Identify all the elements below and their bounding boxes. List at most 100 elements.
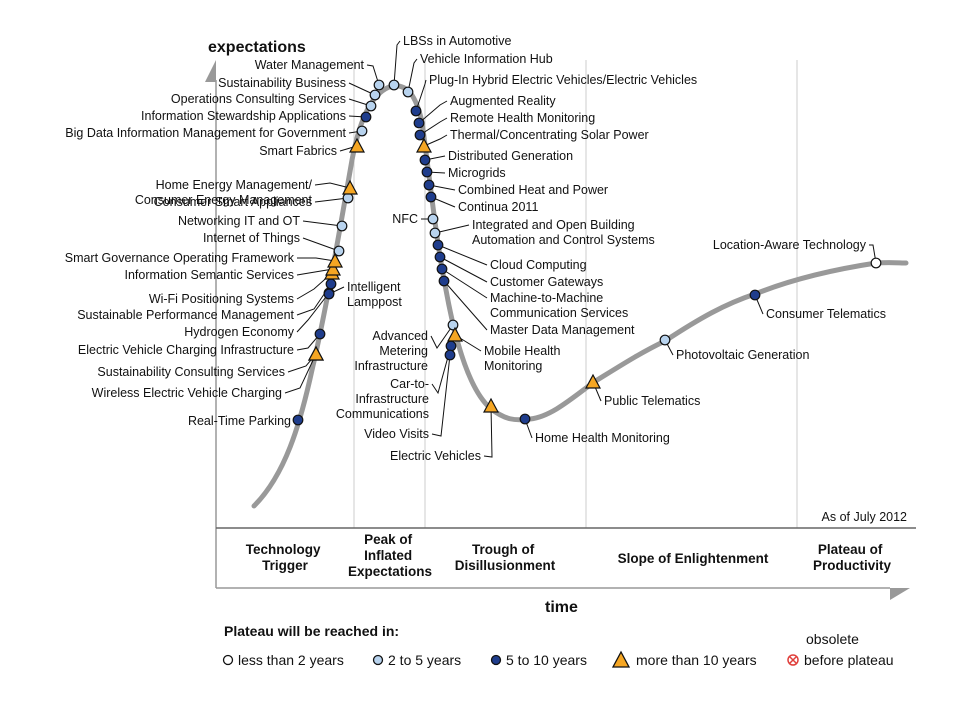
circle-marker-icon xyxy=(402,86,414,98)
tech-master-data-management: Master Data Management xyxy=(438,275,635,337)
tech-label: Thermal/Concentrating Solar Power xyxy=(450,128,649,142)
tech-label: Advanced Metering Infrastructure xyxy=(354,329,428,373)
tech-electric-vehicle-charging-infrastructure: Electric Vehicle Charging Infrastructure xyxy=(78,328,326,357)
tech-label-line: Big Data Information Management for Gove… xyxy=(65,126,346,140)
tech-label-line: Networking IT and OT xyxy=(178,214,300,228)
tech-label: Photovoltaic Generation xyxy=(676,348,809,362)
tech-label: Smart Governance Operating Framework xyxy=(65,251,295,265)
tech-sustainability-consulting-services: Sustainability Consulting Services xyxy=(97,345,325,379)
tech-nfc: NFC xyxy=(392,212,439,226)
tech-label: Video Visits xyxy=(364,427,429,441)
tech-label-line: Sustainable Performance Management xyxy=(77,308,294,322)
tech-label-line: Information Semantic Services xyxy=(124,268,294,282)
tech-electric-vehicles: Electric Vehicles xyxy=(390,397,500,463)
circle-marker-icon xyxy=(870,257,882,269)
circle-marker-icon xyxy=(421,166,433,178)
tech-label: Remote Health Monitoring xyxy=(450,111,595,125)
tech-internet-of-things: Internet of Things xyxy=(203,231,345,257)
circle-marker-icon xyxy=(429,227,441,239)
tech-label: Wireless Electric Vehicle Charging xyxy=(92,386,282,400)
tech-label-line: Sustainability Consulting Services xyxy=(97,365,285,379)
triangle-marker-icon xyxy=(348,137,366,153)
tech-label-line: Consumer Energy Management xyxy=(135,193,313,207)
tech-real-time-parking: Real-Time Parking xyxy=(188,414,304,428)
circle-marker-icon xyxy=(342,192,354,204)
leader-line xyxy=(431,354,451,437)
circle-marker-icon xyxy=(333,245,345,257)
circle-marker-icon xyxy=(419,154,431,166)
y-axis-arrow-icon xyxy=(205,60,216,82)
tech-label: Wi-Fi Positioning Systems xyxy=(149,292,294,306)
leader-line xyxy=(483,405,493,458)
circle-marker-icon xyxy=(292,414,304,426)
tech-label: Sustainable Performance Management xyxy=(77,308,294,322)
tech-label-line: Smart Governance Operating Framework xyxy=(65,251,295,265)
y-axis-label: expectations xyxy=(208,39,306,56)
leader-line xyxy=(296,292,330,333)
leader-line xyxy=(441,268,488,299)
legend-lt2-marker xyxy=(222,654,234,666)
circle-marker-icon xyxy=(749,289,761,301)
tech-label: Public Telematics xyxy=(604,394,700,408)
tech-vehicle-information-hub: Vehicle Information Hub xyxy=(402,52,553,98)
circle-marker-icon xyxy=(388,79,400,91)
phase-plateau-l2: Productivity xyxy=(813,558,892,573)
tech-label: Operations Consulting Services xyxy=(171,92,346,106)
tech-remote-health-monitoring: Remote Health Monitoring xyxy=(414,111,595,141)
tech-label-line: Mobile Health xyxy=(484,344,560,358)
triangle-marker-icon xyxy=(446,326,464,342)
legend-obsolete-label-top: obsolete xyxy=(806,631,859,647)
circle-marker-icon xyxy=(438,275,450,287)
tech-label-line: Internet of Things xyxy=(203,231,300,245)
tech-label-line: Home Health Monitoring xyxy=(535,431,670,445)
leader-line xyxy=(437,244,488,266)
tech-information-stewardship-applications: Information Stewardship Applications xyxy=(141,109,372,123)
tech-water-management: Water Management xyxy=(255,58,385,91)
tech-label: Combined Heat and Power xyxy=(458,183,608,197)
tech-label-line: Water Management xyxy=(255,58,365,72)
tech-label-line: Intelligent xyxy=(347,280,401,294)
tech-label-line: Metering xyxy=(379,344,428,358)
triangle-marker-icon xyxy=(415,137,433,153)
tech-consumer-telematics: Consumer Telematics xyxy=(749,289,886,321)
tech-label-line: Microgrids xyxy=(448,166,506,180)
tech-label: Augmented Reality xyxy=(450,94,556,108)
tech-label-line: Real-Time Parking xyxy=(188,414,291,428)
phase-peak-l1: Peak of xyxy=(364,532,413,547)
tech-label: Machine-to-Machine Communication Services xyxy=(490,291,628,320)
tech-label-line: Wi-Fi Positioning Systems xyxy=(149,292,294,306)
phase-peak-l2: Inflated xyxy=(364,548,412,563)
legend-2to5-label: 2 to 5 years xyxy=(388,652,461,668)
tech-label: Sustainability Business xyxy=(218,76,346,90)
circle-marker-icon xyxy=(519,413,531,425)
leader-line xyxy=(302,237,340,252)
tech-label-line: Cloud Computing xyxy=(490,258,587,272)
circle-marker-icon xyxy=(434,251,446,263)
tech-smart-governance-operating-framework: Smart Governance Operating Framework xyxy=(65,251,344,268)
x-axis-arrow-icon xyxy=(890,588,910,600)
circle-marker-icon xyxy=(659,334,671,346)
tech-intelligent-lamppost: Intelligent Lamppost xyxy=(323,280,402,309)
tech-mobile-health-monitoring: Mobile Health Monitoring xyxy=(446,326,560,373)
tech-label-line: Location-Aware Technology xyxy=(713,238,867,252)
tech-label: Car-to-Infrastructure Communications xyxy=(336,377,429,421)
tech-label: Consumer Telematics xyxy=(766,307,886,321)
tech-label-line: Monitoring xyxy=(484,359,542,373)
tech-label-line: Advanced xyxy=(372,329,428,343)
circle-marker-icon xyxy=(445,340,457,352)
phase-peak: Peak of Inflated Expectations xyxy=(348,532,432,579)
triangle-marker-icon xyxy=(307,345,325,361)
leader-line xyxy=(296,333,321,351)
leader-line xyxy=(439,256,488,283)
tech-label-line: Electric Vehicles xyxy=(390,449,481,463)
x-axis-label: time xyxy=(545,599,578,616)
tech-label: Electric Vehicles xyxy=(390,449,481,463)
leader-line xyxy=(869,244,877,264)
tech-label: Real-Time Parking xyxy=(188,414,291,428)
technology-markers: Real-Time Parking Wireless Electric Vehic… xyxy=(65,34,886,463)
triangle-marker-icon xyxy=(326,252,344,268)
tech-label: Sustainability Consulting Services xyxy=(97,365,285,379)
tech-label: Information Stewardship Applications xyxy=(141,109,346,123)
circle-marker-icon xyxy=(444,349,456,361)
